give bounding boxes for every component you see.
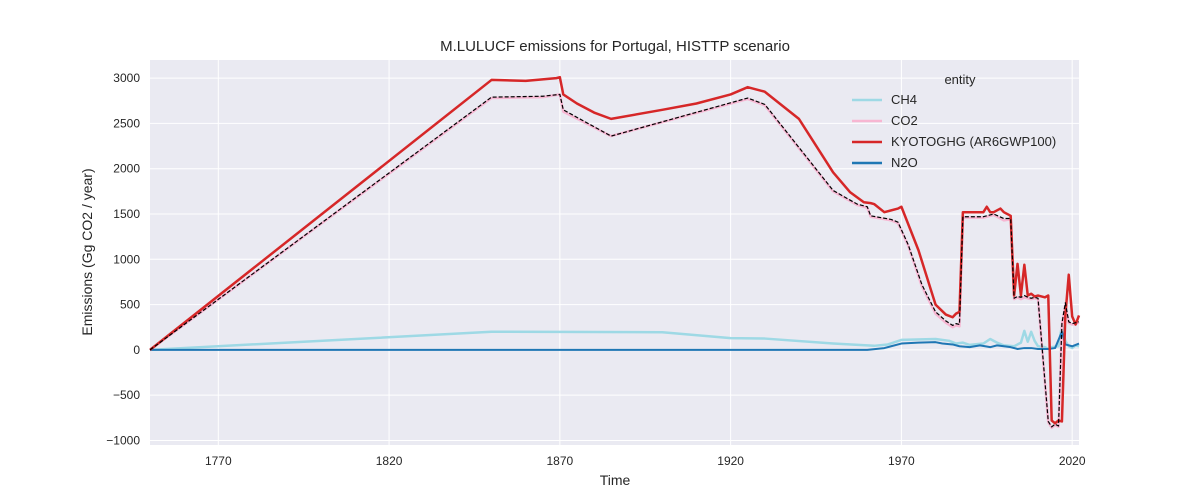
legend-item-label: CH4 [891, 92, 917, 107]
y-tick-label: 500 [120, 298, 140, 312]
x-tick-label: 1820 [376, 454, 403, 468]
ticks: 1770 1820 1870 1920 1970 2020 −1000 −500 0 500 100… [106, 71, 1086, 468]
legend: entity CH4 CO2 KYOTOGHG (AR6GWP100) N2O [852, 72, 1056, 170]
legend-item-label: N2O [891, 155, 918, 170]
y-tick-label: −500 [113, 388, 140, 402]
series-layer [149, 75, 1081, 430]
y-tick-label: 2000 [113, 162, 140, 176]
x-tick-label: 1970 [888, 454, 915, 468]
y-tick-label: 0 [133, 343, 140, 357]
plot-background [150, 60, 1079, 445]
y-tick-label: −1000 [106, 433, 140, 447]
x-tick-label: 1870 [547, 454, 574, 468]
y-tick-label: 1000 [113, 252, 140, 266]
series-line-dashed [149, 93, 1080, 428]
series-line-co2 [149, 93, 1080, 430]
y-axis-label: Emissions (Gg CO2 / year) [79, 168, 95, 335]
x-tick-label: 1770 [205, 454, 232, 468]
x-tick-label: 1920 [717, 454, 744, 468]
y-tick-label: 2500 [113, 116, 140, 130]
legend-title: entity [944, 72, 976, 87]
x-axis-label: Time [600, 472, 631, 488]
series-line-kyotoghg-ar6gwp100 [149, 75, 1081, 425]
y-tick-label: 3000 [113, 71, 140, 85]
x-tick-label: 2020 [1059, 454, 1086, 468]
series-line-n2o [150, 330, 1080, 351]
legend-item-label: KYOTOGHG (AR6GWP100) [891, 134, 1056, 149]
legend-item-label: CO2 [891, 113, 918, 128]
y-tick-label: 1500 [113, 207, 140, 221]
chart-title: M.LULUCF emissions for Portugal, HISTTP … [440, 38, 790, 55]
